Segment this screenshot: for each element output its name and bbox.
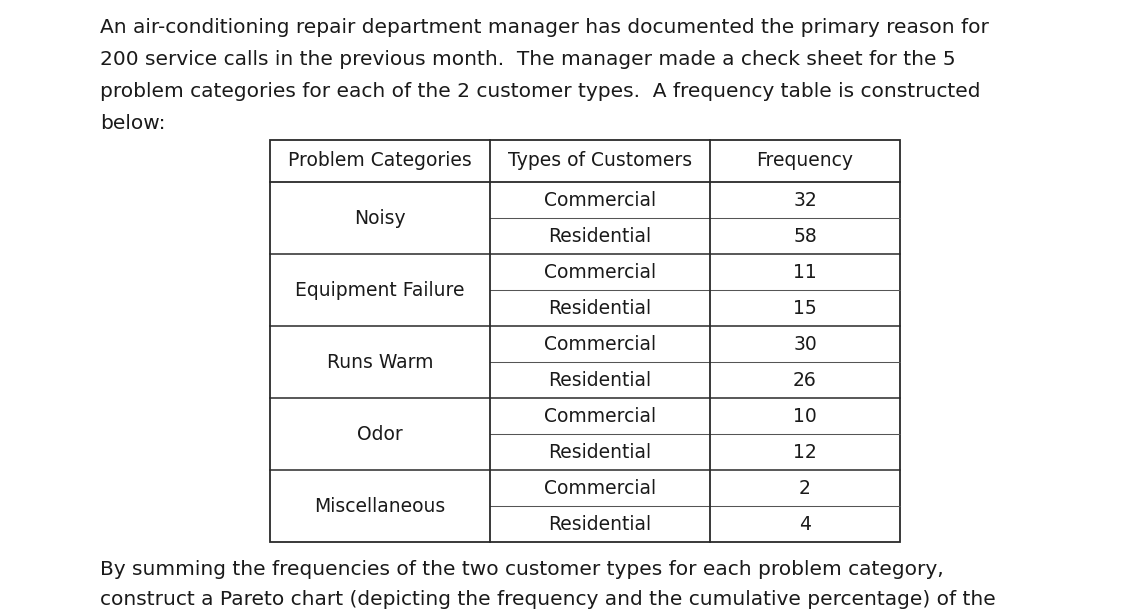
Text: Residential: Residential xyxy=(549,514,651,533)
Text: Runs Warm: Runs Warm xyxy=(326,352,433,371)
Text: Residential: Residential xyxy=(549,370,651,389)
Text: 58: 58 xyxy=(793,227,817,246)
Text: 10: 10 xyxy=(793,407,817,426)
Text: Commercial: Commercial xyxy=(544,190,656,209)
Text: Equipment Failure: Equipment Failure xyxy=(295,280,465,299)
Text: below:: below: xyxy=(100,114,165,133)
Text: 2: 2 xyxy=(799,479,811,498)
Text: Frequency: Frequency xyxy=(756,152,854,171)
Text: 11: 11 xyxy=(793,262,817,282)
Text: 12: 12 xyxy=(793,442,817,461)
Text: Miscellaneous: Miscellaneous xyxy=(314,496,446,516)
Bar xyxy=(270,140,900,542)
Text: 200 service calls in the previous month.  The manager made a check sheet for the: 200 service calls in the previous month.… xyxy=(100,50,955,69)
Text: 15: 15 xyxy=(793,299,817,317)
Text: Commercial: Commercial xyxy=(544,479,656,498)
Text: Commercial: Commercial xyxy=(544,334,656,354)
Text: Residential: Residential xyxy=(549,227,651,246)
Text: 32: 32 xyxy=(793,190,817,209)
Text: 26: 26 xyxy=(793,370,817,389)
Text: problem categories for each of the 2 customer types.  A frequency table is const: problem categories for each of the 2 cus… xyxy=(100,82,981,101)
Text: Commercial: Commercial xyxy=(544,407,656,426)
Text: construct a Pareto chart (depicting the frequency and the cumulative percentage): construct a Pareto chart (depicting the … xyxy=(100,590,996,609)
Text: Commercial: Commercial xyxy=(544,262,656,282)
Text: An air-conditioning repair department manager has documented the primary reason : An air-conditioning repair department ma… xyxy=(100,18,989,37)
Text: By summing the frequencies of the two customer types for each problem category,: By summing the frequencies of the two cu… xyxy=(100,560,944,579)
Text: 4: 4 xyxy=(799,514,811,533)
Text: Noisy: Noisy xyxy=(354,208,406,227)
Text: 30: 30 xyxy=(793,334,817,354)
Text: Residential: Residential xyxy=(549,442,651,461)
Text: Odor: Odor xyxy=(357,424,403,444)
Text: Problem Categories: Problem Categories xyxy=(288,152,471,171)
Text: Residential: Residential xyxy=(549,299,651,317)
Text: Types of Customers: Types of Customers xyxy=(508,152,692,171)
